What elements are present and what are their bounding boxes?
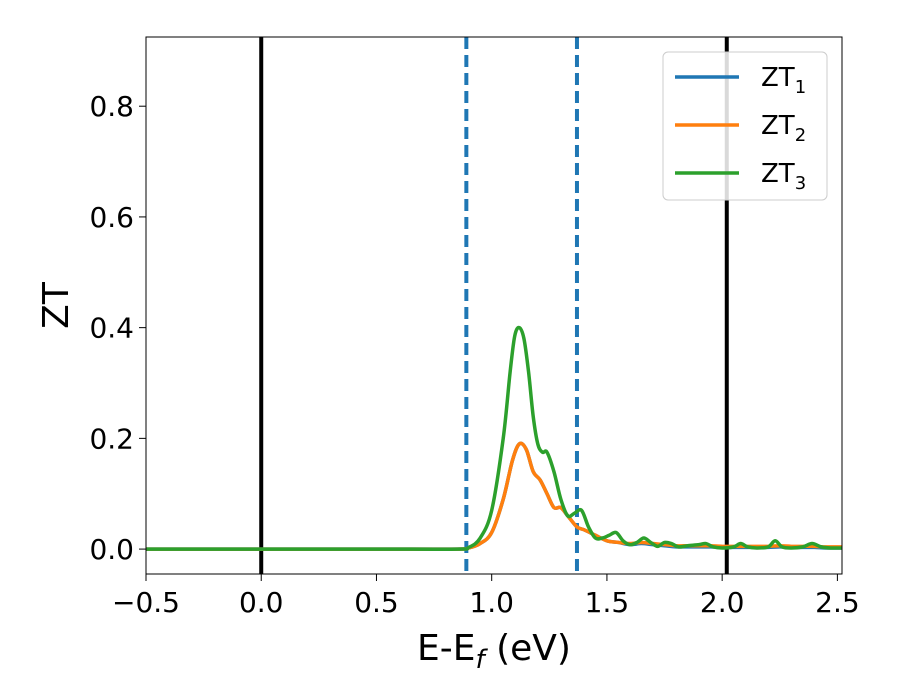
y-axis-label: ZT — [36, 281, 77, 329]
legend-label-3: ZT3 — [761, 159, 806, 194]
y-axis: 0.0 0.2 0.4 0.6 0.8 — [89, 90, 146, 566]
legend-box — [662, 51, 828, 201]
plot-frame — [145, 36, 843, 575]
x-tick-label: −0.5 — [112, 586, 180, 619]
x-tick-label: 1.5 — [585, 586, 630, 619]
y-tick-label: 0.8 — [89, 90, 134, 123]
x-axis-label-main: E-E — [417, 628, 475, 669]
legend-label-1: ZT1 — [761, 63, 806, 98]
series-layer — [146, 325, 842, 551]
x-tick-label: 1.0 — [469, 586, 514, 619]
x-tick-label: 0.0 — [239, 586, 284, 619]
x-tick-label: 0.5 — [354, 586, 399, 619]
y-tick-label: 0.4 — [89, 312, 134, 345]
series-line-3 — [146, 325, 842, 551]
x-tick-label: 2.5 — [815, 586, 860, 619]
x-axis: −0.5 0.0 0.5 1.0 1.5 2.0 2.5 — [112, 574, 860, 619]
x-axis-label-unit: (eV) — [485, 628, 571, 669]
x-axis-label: E-Ef (eV) — [417, 628, 571, 675]
legend: ZT1 ZT2 ZT3 — [662, 51, 828, 201]
y-tick-label: 0.2 — [89, 422, 134, 455]
legend-label-2: ZT2 — [761, 111, 806, 146]
y-tick-label: 0.6 — [89, 201, 134, 234]
x-tick-label: 2.0 — [700, 586, 745, 619]
y-tick-label: 0.0 — [89, 533, 134, 566]
